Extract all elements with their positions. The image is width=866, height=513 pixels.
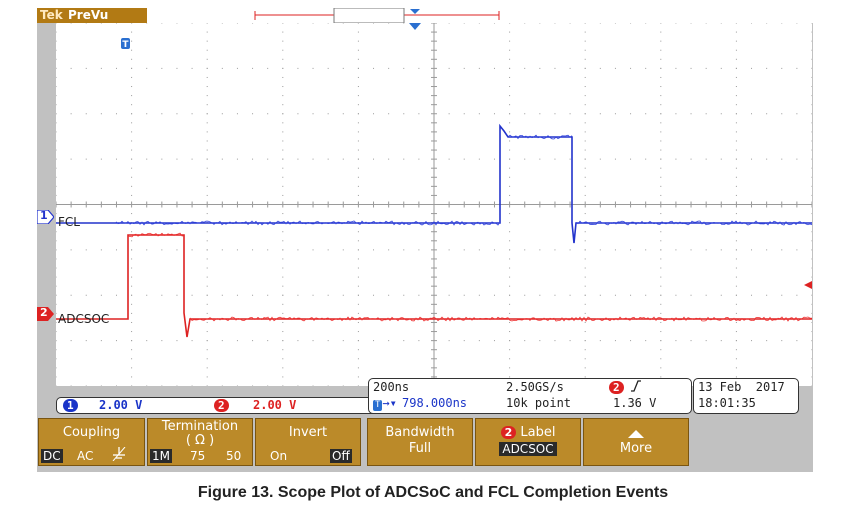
waveform-graticule[interactable]: T FCL ADCSOC	[56, 23, 812, 386]
ch1-trace-label: FCL	[58, 215, 80, 229]
time: 18:01:35	[698, 396, 756, 410]
trigger-level: 1.36 V	[613, 396, 656, 410]
trigger-level-marker[interactable]	[804, 281, 812, 289]
horizontal-position: 798.000ns	[402, 396, 467, 410]
more-softkey[interactable]: More	[583, 418, 689, 466]
record-view-indicator	[37, 8, 813, 23]
bandwidth-value: Full	[368, 441, 472, 456]
termination-label: Termination	[148, 419, 252, 434]
sample-rate: 2.50GS/s	[506, 380, 564, 394]
ch1-noise	[116, 135, 812, 225]
rising-edge-icon	[631, 380, 641, 395]
channel-scale-readout[interactable]: 1 2.00 V 2 2.00 V	[56, 397, 382, 414]
termination-unit: ( Ω )	[148, 433, 252, 448]
termination-option-1m[interactable]: 1M	[150, 449, 172, 463]
termination-softkey[interactable]: Termination ( Ω ) 1M 75 50	[147, 418, 253, 466]
coupling-label: Coupling	[39, 425, 144, 440]
timebase-readout[interactable]: 200ns 2.50GS/s 2 T →▾ 798.000ns 10k point…	[368, 378, 692, 414]
trigger-source-badge: 2	[609, 381, 624, 394]
ch2-badge: 2	[214, 399, 229, 412]
up-arrow-icon	[584, 427, 688, 442]
ch1-badge: 1	[63, 399, 78, 412]
invert-label: Invert	[256, 425, 360, 440]
ch2-scale: 2.00 V	[253, 398, 296, 412]
invert-option-off[interactable]: Off	[330, 449, 352, 463]
ch2-marker-number: 2	[40, 306, 48, 319]
invert-softkey[interactable]: Invert On Off	[255, 418, 361, 466]
coupling-option-dc[interactable]: DC	[41, 449, 63, 463]
coupling-option-ac[interactable]: AC	[75, 449, 95, 463]
svg-text:T: T	[122, 40, 129, 50]
horizontal-scale: 200ns	[373, 380, 409, 394]
ground-icon[interactable]	[109, 447, 129, 464]
trigger-position-marker[interactable]	[409, 23, 421, 30]
datetime-readout: 13 Feb 2017 18:01:35	[693, 378, 799, 414]
ch1-scale: 2.00 V	[99, 398, 142, 412]
figure-caption: Figure 13. Scope Plot of ADCSoC and FCL …	[0, 484, 866, 502]
trigger-t-icon: T	[121, 38, 130, 50]
coupling-softkey[interactable]: Coupling DC AC	[38, 418, 145, 466]
label-softkey[interactable]: 2 Label ADCSOC	[475, 418, 581, 466]
top-status-bar: Tek PreVu	[37, 8, 813, 23]
invert-option-on[interactable]: On	[268, 449, 289, 463]
oscilloscope-display: Tek PreVu T	[37, 8, 813, 472]
label-channel-badge: 2	[501, 426, 517, 439]
record-length: 10k point	[506, 396, 571, 410]
ch2-ground-marker[interactable]: 2	[37, 306, 54, 320]
termination-option-75[interactable]: 75	[188, 449, 207, 463]
ch2-trace-label: ADCSOC	[58, 312, 109, 326]
bandwidth-label: Bandwidth	[368, 425, 472, 440]
ch1-marker-number: 1	[40, 209, 48, 222]
ch2-noise	[128, 233, 812, 321]
graticule-grid	[56, 23, 812, 386]
date: 13 Feb 2017	[698, 380, 785, 394]
bandwidth-softkey[interactable]: Bandwidth Full	[367, 418, 473, 466]
label-title: 2 Label	[476, 425, 580, 440]
trigger-position-icon: T →▾	[373, 396, 397, 411]
label-value: ADCSOC	[499, 442, 556, 456]
more-label: More	[584, 441, 688, 456]
termination-option-50[interactable]: 50	[224, 449, 243, 463]
label-label: Label	[520, 425, 555, 440]
ch1-ground-marker[interactable]: 1	[37, 209, 54, 223]
